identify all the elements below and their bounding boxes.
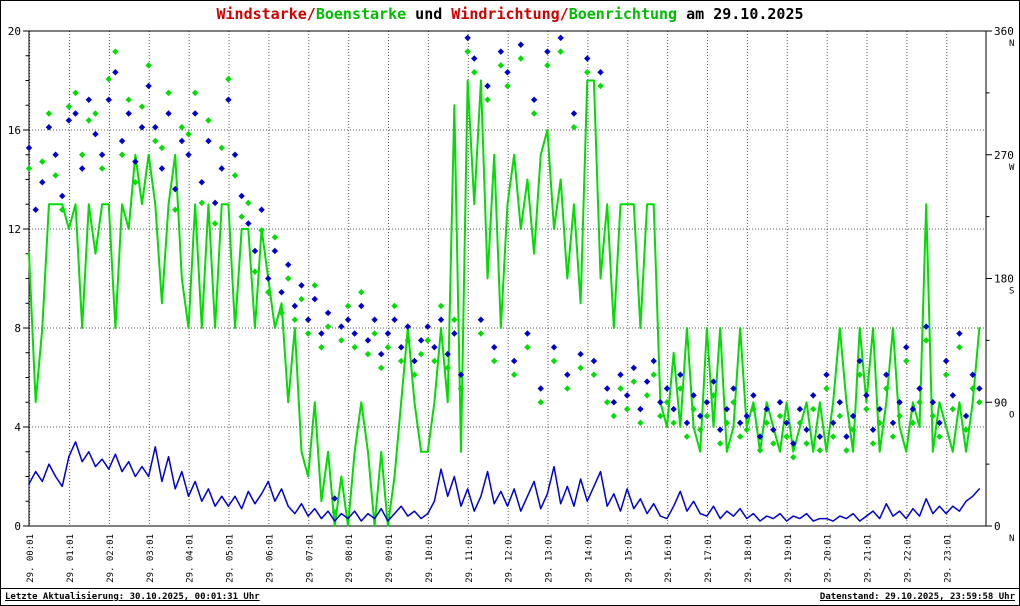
- chart-title: Windstarke/Boenstarke und Windrichtung/B…: [1, 5, 1019, 23]
- left-axis-tick-label: 12: [8, 223, 21, 236]
- right-axis-tick-label: 90: [994, 396, 1007, 409]
- data-timestamp-link[interactable]: Datenstand: 29.10.2025, 23:59:58 Uhr: [819, 592, 1015, 602]
- title-segment-date: am 29.10.2025: [677, 5, 804, 23]
- x-axis-hour-label: 29. 14:01: [584, 534, 594, 583]
- x-axis-hour-label: 29. 09:01: [385, 534, 395, 583]
- x-axis-hour-label: 29. 12:01: [505, 534, 515, 583]
- x-axis-hour-label: 29. 21:01: [864, 534, 874, 583]
- right-axis-tick-label: 180: [994, 273, 1014, 286]
- title-segment-und: und: [406, 5, 452, 23]
- x-axis-hour-label: 29. 11:01: [465, 534, 475, 583]
- left-axis-tick-label: 0: [14, 520, 21, 533]
- title-segment-windstaerke: Windstarke/: [216, 5, 316, 23]
- x-axis-hour-label: 29. 01:01: [66, 534, 76, 583]
- x-axis-hour-label: 29. 13:01: [545, 534, 555, 583]
- x-axis-hour-label: 29. 05:01: [226, 534, 236, 583]
- x-axis-hour-label: 29. 20:01: [824, 534, 834, 583]
- left-axis-tick-label: 4: [14, 421, 21, 434]
- series-line-boenstaerke: [28, 79, 981, 527]
- title-segment-boenstaerke: Boenstarke: [315, 5, 407, 23]
- plot-border: [28, 30, 987, 527]
- x-axis-hour-label: 29. 15:01: [624, 534, 634, 583]
- x-axis-hour-label: 29. 16:01: [664, 534, 674, 583]
- x-axis-hour-label: 29. 03:01: [146, 534, 156, 583]
- compass-letter: N: [1009, 534, 1014, 544]
- compass-letter: S: [1009, 287, 1014, 297]
- x-axis-hour-label: 29. 17:01: [704, 534, 714, 583]
- x-axis-hour-label: 29. 19:01: [784, 534, 794, 583]
- last-update-link[interactable]: Letzte Aktualisierung: 30.10.2025, 00:01…: [5, 592, 260, 602]
- title-segment-windrichtung: Windrichtung/: [451, 5, 569, 23]
- right-axis-tick-label: 360: [994, 25, 1014, 38]
- left-axis-tick-label: 8: [14, 322, 21, 335]
- x-axis-hour-label: 29. 08:01: [345, 534, 355, 583]
- title-segment-boenrichtung: Boenrichtung: [568, 5, 678, 23]
- series-line-windstaerke: [28, 441, 981, 522]
- x-axis-hour-label: 29. 02:01: [106, 534, 116, 583]
- x-axis-hour-label: 29. 04:01: [186, 534, 196, 583]
- right-axis-tick-label: 270: [994, 149, 1014, 162]
- x-axis-hour-label: 29. 10:01: [425, 534, 435, 583]
- left-axis-tick-label: 16: [8, 124, 21, 137]
- x-axis-hour-label: 29. 18:01: [744, 534, 754, 583]
- compass-letter: O: [1009, 410, 1014, 420]
- x-axis-hour-label: 29. 06:01: [265, 534, 275, 583]
- footer-bar: Letzte Aktualisierung: 30.10.2025, 00:01…: [1, 588, 1019, 605]
- x-axis-hour-label: 29. 22:01: [903, 534, 913, 583]
- right-axis-tick-label: 0: [994, 520, 1001, 533]
- x-axis-hour-label: 29. 00:01: [26, 534, 36, 583]
- x-axis-hour-label: 29. 07:01: [305, 534, 315, 583]
- compass-letter: N: [1009, 39, 1014, 49]
- x-axis-hour-label: 29. 23:01: [943, 534, 953, 583]
- left-axis-tick-label: 20: [8, 25, 21, 38]
- compass-letter: W: [1009, 163, 1015, 173]
